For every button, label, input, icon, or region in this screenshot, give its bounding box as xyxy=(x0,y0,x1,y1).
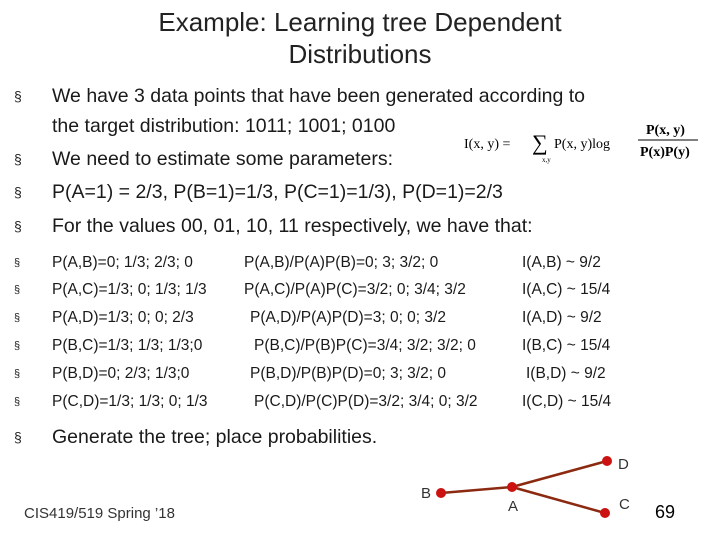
bullet-marker: § xyxy=(14,429,22,445)
bullet-marker: § xyxy=(14,368,21,380)
info-cell: I(C,D) ~ 15/4 xyxy=(522,393,612,410)
bullet-text: the target distribution: 1011; 1001; 010… xyxy=(52,115,396,137)
joint-prob-cell: P(A,D)=1/3; 0; 0; 2/3 xyxy=(52,309,194,326)
bullet-marker: § xyxy=(14,284,21,296)
node-d xyxy=(602,456,612,466)
title-line-2: Distributions xyxy=(288,39,432,69)
info-cell: I(A,D) ~ 9/2 xyxy=(522,309,602,326)
joint-prob-cell: P(B,C)=1/3; 1/3; 1/3;0 xyxy=(52,337,203,354)
ratio-cell: P(B,C)/P(B)P(C)=3/4; 3/2; 3/2; 0 xyxy=(254,337,476,354)
ratio-cell: P(B,D)/P(B)P(D)=0; 3; 3/2; 0 xyxy=(250,365,446,382)
bullet-marker: § xyxy=(14,88,22,104)
mutual-information-formula: I(x, y) = ∑ x,y P(x, y)log P(x, y) P(x)P… xyxy=(464,123,698,164)
joint-prob-cell: P(B,D)=0; 2/3; 1/3;0 xyxy=(52,365,190,382)
joint-prob-cell: P(C,D)=1/3; 1/3; 0; 1/3 xyxy=(52,393,208,410)
joint-prob-cell: P(A,C)=1/3; 0; 1/3; 1/3 xyxy=(52,281,207,298)
bullet-text: For the values 00, 01, 10, 11 respective… xyxy=(52,215,533,237)
bullet-text: Generate the tree; place probabilities. xyxy=(52,426,378,448)
formula-numerator: P(x, y) xyxy=(646,123,685,138)
edge-a-c xyxy=(511,485,606,515)
ratio-cell: P(A,C)/P(A)P(C)=3/2; 0; 3/4; 3/2 xyxy=(244,281,466,298)
ratio-cell: P(A,B)/P(A)P(B)=0; 3; 3/2; 0 xyxy=(244,254,439,271)
joint-prob-cell: P(A,B)=0; 1/3; 2/3; 0 xyxy=(52,254,193,271)
bullet-marker: § xyxy=(14,257,21,269)
bullet-text: We have 3 data points that have been gen… xyxy=(52,85,586,107)
bullet-text: P(A=1) = 2/3, P(B=1)=1/3, P(C=1)=1/3), P… xyxy=(52,181,503,203)
node-b xyxy=(436,488,446,498)
info-cell: I(B,D) ~ 9/2 xyxy=(526,365,606,382)
node-a xyxy=(507,482,517,492)
formula-lhs: I(x, y) = xyxy=(464,137,510,152)
node-label-d: D xyxy=(618,456,629,473)
page-number: 69 xyxy=(655,502,676,522)
edge-a-d xyxy=(511,459,608,489)
info-cell: I(B,C) ~ 15/4 xyxy=(522,337,611,354)
formula-term: P(x, y)log xyxy=(554,137,610,152)
info-cell: I(A,C) ~ 15/4 xyxy=(522,281,611,298)
formula-sum: ∑ xyxy=(532,130,548,155)
node-label-b: B xyxy=(421,485,432,502)
footer-course-label: CIS419/519 Spring ’18 xyxy=(24,505,175,522)
title-line-1: Example: Learning tree Dependent xyxy=(158,7,562,37)
edge-b-a xyxy=(440,485,513,495)
bullet-marker: § xyxy=(14,218,22,234)
info-cell: I(A,B) ~ 9/2 xyxy=(522,254,601,271)
bullet-marker: § xyxy=(14,312,21,324)
bullet-marker: § xyxy=(14,396,21,408)
node-label-c: C xyxy=(619,496,630,513)
bullet-marker: § xyxy=(14,340,21,352)
ratio-cell: P(A,D)/P(A)P(D)=3; 0; 0; 3/2 xyxy=(250,309,446,326)
slide-title: Example: Learning tree Dependent Distrib… xyxy=(0,6,720,70)
formula-denominator: P(x)P(y) xyxy=(640,145,690,160)
ratio-cell: P(C,D)/P(C)P(D)=3/2; 3/4; 0; 3/2 xyxy=(254,393,478,410)
formula-subscript: x,y xyxy=(542,156,551,164)
bullet-text: We need to estimate some parameters: xyxy=(52,148,394,170)
node-c xyxy=(600,508,610,518)
bullet-marker: § xyxy=(14,151,22,167)
node-label-a: A xyxy=(508,498,519,515)
bullet-marker: § xyxy=(14,184,22,200)
